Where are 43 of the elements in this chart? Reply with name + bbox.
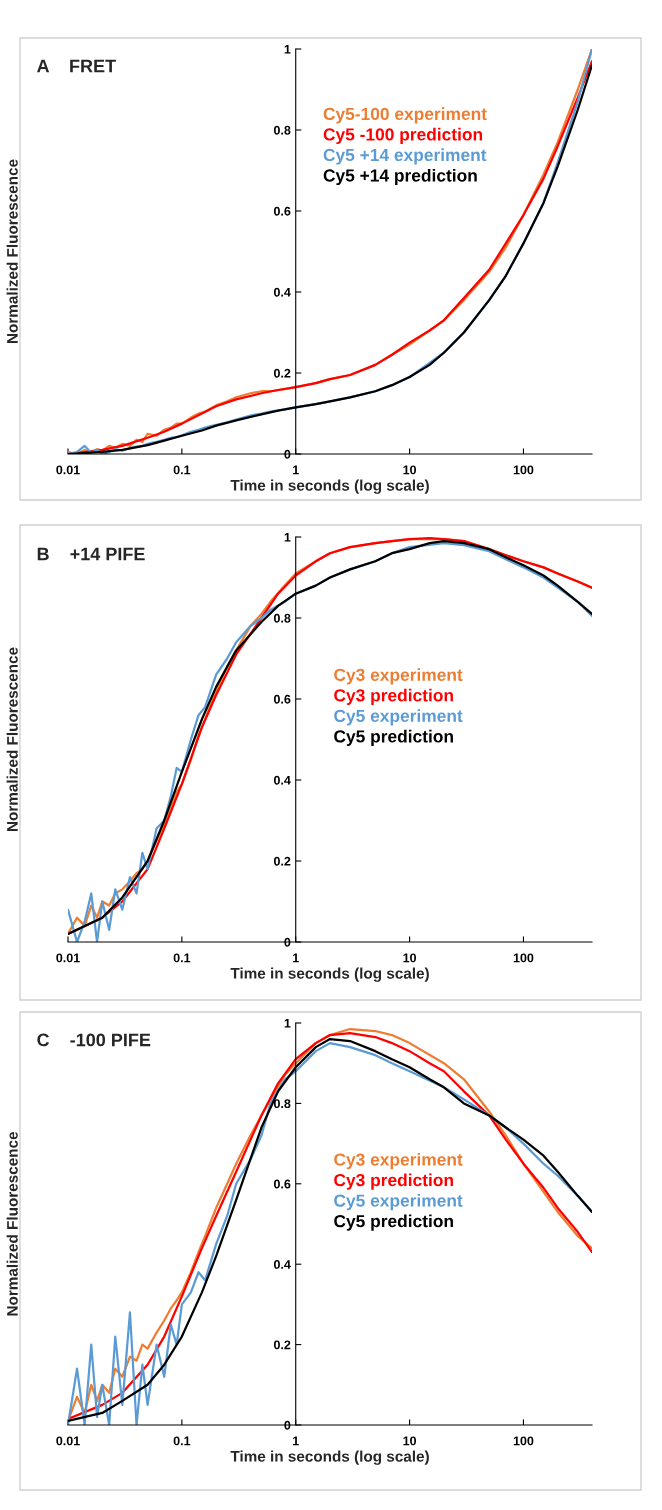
- x-tick-label: 1: [293, 1436, 299, 1446]
- y-tick-label: 1: [284, 532, 291, 542]
- y-tick-label: 0: [284, 1420, 291, 1430]
- text: Cy5 prediction: [334, 729, 453, 746]
- x-tick-label: 0.01: [56, 1436, 80, 1446]
- chart-title: C -100 PIFE: [37, 1033, 151, 1047]
- y-axis-title: Normalized Fluorescence: [6, 1131, 18, 1316]
- y-tick-label: 0.2: [273, 1340, 291, 1350]
- x-tick-label: 0.1: [173, 953, 191, 963]
- y-tick-label: 0.4: [273, 775, 291, 785]
- x-axis-title: Time in seconds (log scale): [230, 967, 429, 982]
- text: Cy3 prediction: [334, 1173, 453, 1190]
- x-tick-label: 100: [513, 1436, 534, 1446]
- y-tick-label: 0: [284, 937, 291, 947]
- x-tick-label: 100: [513, 953, 534, 963]
- y-tick-label: 0.6: [273, 694, 291, 704]
- x-tick-label: 10: [403, 465, 417, 475]
- text: Cy5 experiment: [334, 709, 463, 726]
- x-axis-title: Time in seconds (log scale): [230, 1450, 429, 1465]
- x-tick-label: 100: [513, 465, 534, 475]
- text: Cy3 experiment: [334, 1152, 463, 1170]
- y-tick-label: 0.8: [273, 613, 291, 623]
- x-tick-label: 1: [293, 953, 299, 963]
- y-axis-title: Normalized Fluorescence: [6, 647, 18, 832]
- chart-title: B +14 PIFE: [37, 547, 145, 561]
- text: Cy5 experiment: [334, 1194, 463, 1211]
- x-tick-label: 0.1: [173, 1436, 191, 1446]
- text: Cy5 prediction: [334, 1214, 453, 1231]
- y-tick-label: 0.2: [273, 856, 291, 866]
- y-tick-label: 0.8: [273, 1099, 291, 1109]
- x-axis-title: Time in seconds (log scale): [230, 479, 429, 494]
- x-tick-label: 10: [403, 1436, 417, 1446]
- y-axis-title: Normalized Fluorescence: [6, 159, 18, 344]
- y-tick-label: 0.4: [273, 1260, 291, 1269]
- x-tick-label: 0.1: [173, 465, 191, 475]
- y-tick-label: 1: [284, 1018, 291, 1028]
- x-tick-label: 0.01: [56, 465, 80, 475]
- x-tick-label: 10: [403, 953, 417, 963]
- text: Cy3 prediction: [334, 688, 453, 705]
- x-tick-label: 1: [293, 465, 299, 475]
- text: Cy3 experiment: [334, 668, 463, 685]
- x-tick-label: 0.01: [56, 953, 80, 963]
- y-tick-label: 0.6: [273, 1179, 291, 1189]
